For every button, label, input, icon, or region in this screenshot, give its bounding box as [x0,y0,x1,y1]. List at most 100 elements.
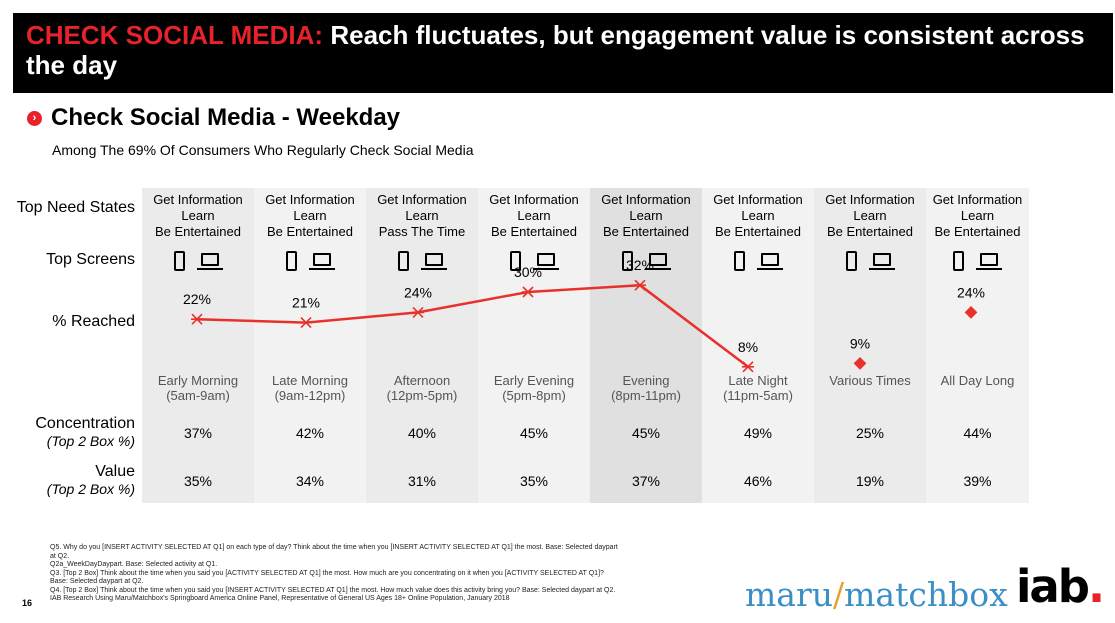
need-state: Learn [960,208,995,223]
need-state: Get Information [825,192,915,207]
reach-point [300,317,312,329]
footnote-line: at Q2. [50,552,70,560]
title-banner: CHECK SOCIAL MEDIA: Reach fluctuates, bu… [13,13,1113,93]
daypart-label: All Day Long [926,373,1029,388]
column-bg [478,188,590,503]
need-state: Get Information [377,192,467,207]
value-sublabel: (Top 2 Box %) [46,481,135,497]
reach-data-label: 9% [850,335,870,351]
screens-cell [254,247,366,271]
concentration-value: 45% [631,425,661,441]
row-label-value: Value (Top 2 Box %) [47,463,135,497]
smartphone-icon [845,251,857,271]
screens-cell [366,247,478,271]
need-state: Learn [741,208,775,223]
reach-data-label: 21% [292,295,320,311]
laptop-icon [532,253,559,271]
daypart-line: (5pm-8pm) [502,388,566,403]
value-value: 46% [743,473,773,489]
need-states-cell: Get Information Learn Be Entertained [142,192,254,240]
footnote-line: IAB Research Using Maru/Matchbox's Sprin… [50,595,510,602]
need-state: Get Information [932,192,1023,207]
value-value: 37% [631,473,661,489]
reach-data-label: 22% [183,291,211,307]
daypart-label: Various Times [814,373,926,388]
daypart-line: Early Morning [157,373,239,388]
row-label-concentration: Concentration (Top 2 Box %) [35,415,135,449]
need-state: Get Information [265,192,355,207]
column-bg [366,188,478,503]
reach-data-label: 8% [738,339,758,355]
need-state: Get Information [489,192,579,207]
reach-point [522,286,534,298]
title-text: Reach fluctuates, but engagement value i… [26,20,1085,80]
laptop-icon [420,253,447,271]
section-title: Check Social Media - Weekday [51,104,401,131]
reach-data-label: 24% [404,284,432,300]
daypart-line: Various Times [829,373,911,388]
screens-cell [142,247,254,271]
concentration-value: 49% [743,425,773,441]
need-state: Be Entertained [490,224,577,239]
need-state: Learn [181,208,215,223]
smartphone-icon [173,251,185,271]
need-state: Get Information [153,192,243,207]
smartphone-icon [621,251,633,271]
concentration-value: 25% [855,425,885,441]
row-label-screens: Top Screens [46,251,135,268]
footnote-line: Q3. [Top 2 Box] Think about the time whe… [50,569,604,577]
need-state: Get Information [713,192,803,207]
need-state: Be Entertained [714,224,801,239]
need-states-cell: Get Information Learn Be Entertained [254,192,366,240]
daypart-label: Late Night (11pm-5am) [702,373,814,403]
title-accent: CHECK SOCIAL MEDIA: [26,20,324,50]
reach-point-diamond [853,357,867,370]
concentration-value: 40% [407,425,437,441]
laptop-icon [308,253,335,271]
need-states-cell: Get Information Learn Be Entertained [702,192,814,240]
need-state: Learn [629,208,663,223]
daypart-label: Early Morning (5am-9am) [142,373,254,403]
reach-data-label: 32% [626,257,654,273]
laptop-icon [868,253,895,271]
footnote-line: Q5. Why do you [INSERT ACTIVITY SELECTED… [50,544,618,551]
footnote-line: Q2a_WeekDayDaypart. Base: Selected activ… [50,561,218,568]
reach-point-diamond [964,306,978,319]
need-state: Be Entertained [266,224,353,239]
value-label: Value [95,463,135,480]
concentration-value: 42% [295,425,325,441]
daypart-line: (9am-12pm) [274,388,346,403]
need-state: Learn [853,208,887,223]
need-states-cell: Get Information Learn Pass The Time [366,192,478,240]
column-bg [254,188,366,503]
column-bg [926,188,1029,503]
footnote: Q5. Why do you [INSERT ACTIVITY SELECTED… [50,544,750,604]
section-heading: › Check Social Media - Weekday [27,104,400,132]
column-bg [814,188,926,503]
smartphone-icon [509,251,521,271]
need-state: Be Entertained [154,224,241,239]
daypart-line: (12pm-5pm) [386,388,458,403]
daypart-label: Afternoon (12pm-5pm) [366,373,478,403]
concentration-sublabel: (Top 2 Box %) [46,433,135,449]
reach-point [634,279,646,291]
value-value: 31% [407,473,437,489]
need-states-cell: Get Information Learn Be Entertained [590,192,702,240]
daypart-label: Early Evening (5pm-8pm) [478,373,590,403]
need-state: Learn [405,208,439,223]
reach-point [412,306,424,318]
laptop-icon [644,253,671,271]
footnote-line: Q4. [Top 2 Box] Think about the time whe… [50,586,616,594]
reach-data-label: 30% [514,264,542,280]
concentration-value: 45% [519,425,549,441]
smartphone-icon [397,251,409,271]
reach-point [742,361,754,373]
need-state: Learn [293,208,327,223]
page-title: CHECK SOCIAL MEDIA: Reach fluctuates, bu… [26,20,1096,80]
daypart-label: Late Morning (9am-12pm) [254,373,366,403]
value-value: 19% [855,473,885,489]
need-state: Learn [517,208,551,223]
daypart-line: Afternoon [393,373,451,388]
daypart-line: Late Morning [272,373,348,388]
